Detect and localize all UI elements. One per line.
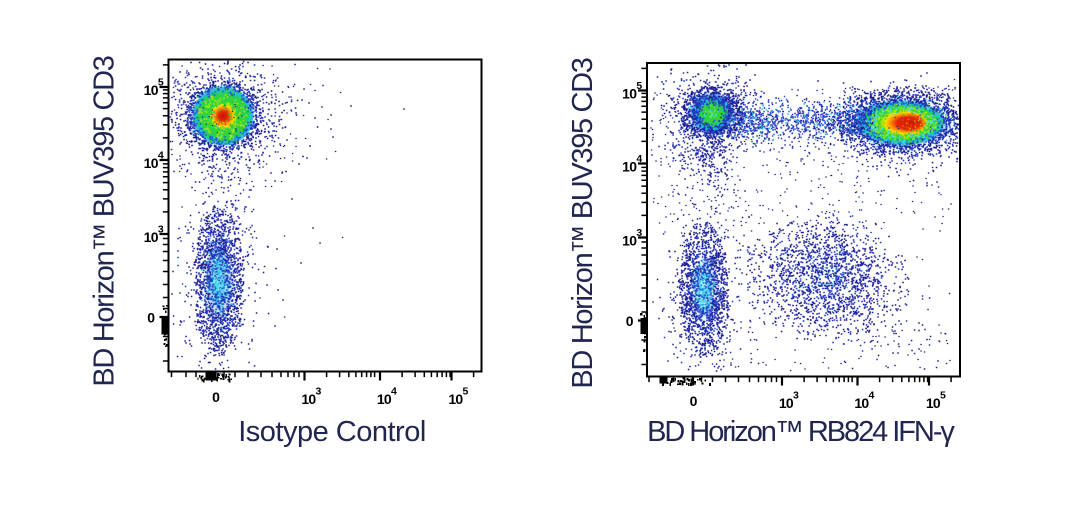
svg-text:0: 0	[212, 389, 220, 405]
svg-text:0: 0	[690, 393, 698, 409]
svg-text:BD Horizon™ RB824 IFN-γ: BD Horizon™ RB824 IFN-γ	[647, 416, 955, 448]
svg-text:0: 0	[626, 313, 634, 329]
svg-text:BD Horizon™ BUV395 CD3: BD Horizon™ BUV395 CD3	[89, 56, 121, 386]
svg-text:Isotype Control: Isotype Control	[238, 416, 426, 448]
svg-text:BD Horizon™ BUV395 CD3: BD Horizon™ BUV395 CD3	[567, 58, 599, 388]
svg-text:0: 0	[147, 310, 155, 326]
